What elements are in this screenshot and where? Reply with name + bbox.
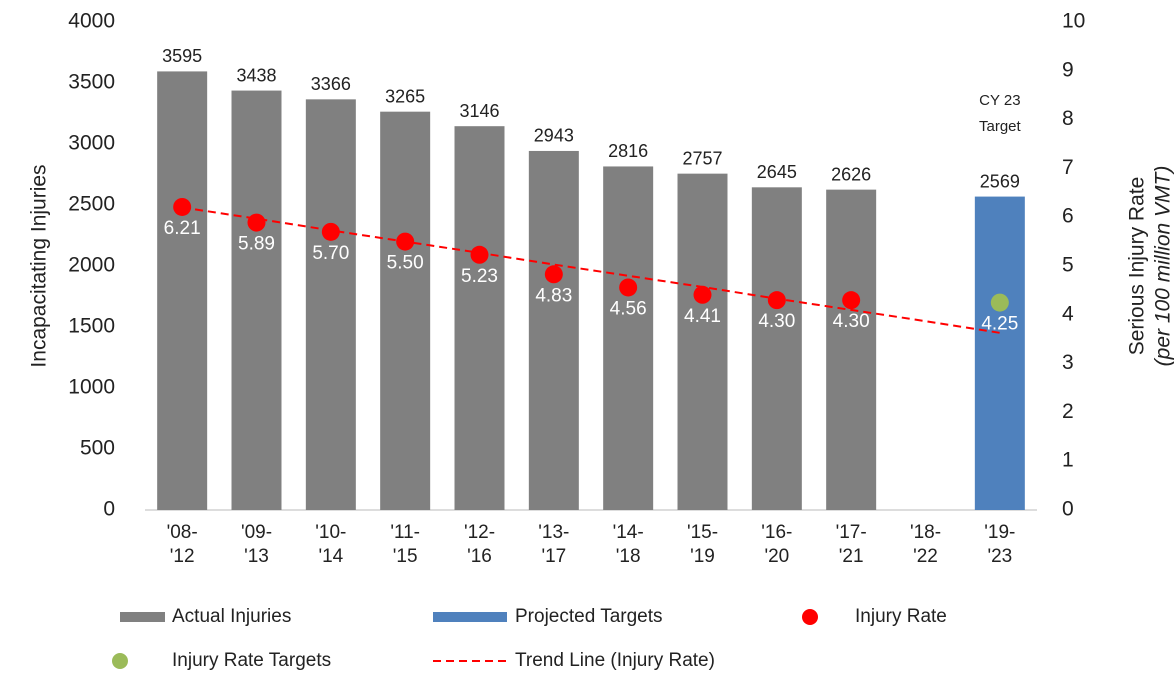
y2-axis-label: Serious Injury Rate xyxy=(1126,177,1149,356)
bar-value-label: 3146 xyxy=(459,101,499,121)
y2-tick-label: 7 xyxy=(1062,156,1074,179)
rate-value-label: 4.25 xyxy=(981,314,1018,335)
legend-swatch xyxy=(120,612,165,622)
legend-label: Injury Rate xyxy=(855,606,947,627)
y-tick-label: 1000 xyxy=(68,376,115,399)
x-tick-label: '09- '13 xyxy=(240,522,273,567)
y-tick-label: 2500 xyxy=(68,193,115,216)
y2-tick-label: 0 xyxy=(1062,498,1074,521)
x-tick-label: '12- '16 xyxy=(463,522,496,567)
rate-point xyxy=(544,265,563,284)
rate-point xyxy=(842,291,861,310)
x-tick-label: '15- '19 xyxy=(686,522,719,567)
bar-value-label: 3265 xyxy=(385,86,425,106)
bar-value-label: 3595 xyxy=(162,46,202,66)
y2-tick-label: 6 xyxy=(1062,205,1074,228)
legend-swatch xyxy=(433,612,507,622)
rate-point xyxy=(619,278,638,297)
x-tick-label: '08- '12 xyxy=(166,522,198,567)
bar xyxy=(528,150,579,511)
y2-tick-label: 9 xyxy=(1062,58,1074,81)
rate-point xyxy=(321,222,340,241)
bar xyxy=(826,189,877,511)
legend-label: Actual Injuries xyxy=(172,606,291,627)
y2-tick-label: 8 xyxy=(1062,107,1074,130)
y-tick-label: 0 xyxy=(103,498,115,521)
bar xyxy=(677,173,728,510)
x-tick-label: '13- '17 xyxy=(538,522,570,567)
legend-label: Injury Rate Targets xyxy=(172,650,331,671)
legend-label: Trend Line (Injury Rate) xyxy=(515,650,715,671)
bar xyxy=(751,187,802,510)
legend-swatch xyxy=(802,609,818,625)
y2-axis-sublabel: (per 100 million VMT) xyxy=(1152,166,1175,367)
x-tick-label: '19- '23 xyxy=(984,522,1016,567)
x-tick-label: '16- '20 xyxy=(761,522,793,567)
x-tick-label: '14- '18 xyxy=(612,522,644,567)
y2-tick-label: 3 xyxy=(1062,351,1074,374)
legend-swatch xyxy=(112,653,128,669)
rate-value-label: 5.50 xyxy=(387,253,424,274)
rate-value-label: 4.30 xyxy=(833,311,870,332)
y-tick-label: 3000 xyxy=(68,132,115,155)
x-tick-label: '11- '15 xyxy=(390,522,420,567)
bar-value-label: 3366 xyxy=(311,74,351,94)
y-tick-label: 2000 xyxy=(68,254,115,277)
rate-value-label: 4.83 xyxy=(535,285,572,306)
y-tick-label: 1500 xyxy=(68,315,115,338)
bar-value-label: 2816 xyxy=(608,141,648,161)
bar-value-label: 2626 xyxy=(831,164,871,184)
rate-value-label: 5.70 xyxy=(312,243,349,264)
y2-tick-label: 2 xyxy=(1062,400,1074,423)
y-axis-label: Incapacitating Injuries xyxy=(28,164,51,367)
bar xyxy=(974,196,1025,510)
rate-value-label: 4.41 xyxy=(684,306,721,327)
annotation: CY 23 Target xyxy=(978,92,1021,135)
rate-value-label: 4.56 xyxy=(610,298,647,319)
bar-value-label: 2943 xyxy=(534,126,574,146)
y2-tick-label: 4 xyxy=(1062,302,1074,325)
bar-value-label: 3438 xyxy=(236,65,276,85)
bar xyxy=(231,90,282,511)
x-tick-label: '10- '14 xyxy=(315,522,347,567)
rate-point xyxy=(396,232,415,251)
bar xyxy=(380,111,431,511)
rate-point xyxy=(247,213,266,232)
y-tick-label: 4000 xyxy=(68,10,115,33)
bar xyxy=(157,71,208,510)
rate-point xyxy=(767,291,786,310)
legend-label: Projected Targets xyxy=(515,606,663,627)
rate-value-label: 5.23 xyxy=(461,266,498,287)
y2-tick-label: 10 xyxy=(1062,10,1085,33)
bar-value-label: 2645 xyxy=(757,162,797,182)
y-tick-label: 500 xyxy=(80,437,115,460)
bar-value-label: 2569 xyxy=(980,171,1020,191)
rate-point xyxy=(470,245,489,264)
rate-point xyxy=(990,293,1009,312)
x-tick-label: '18- '22 xyxy=(909,522,942,567)
x-tick-label: '17- '21 xyxy=(835,522,867,567)
rate-value-label: 6.21 xyxy=(164,218,201,239)
bar xyxy=(603,166,654,510)
y2-tick-label: 5 xyxy=(1062,254,1074,277)
y2-tick-label: 1 xyxy=(1062,449,1074,472)
rate-point xyxy=(693,285,712,304)
bar-value-label: 2757 xyxy=(682,148,722,168)
rate-value-label: 5.89 xyxy=(238,234,275,255)
bar xyxy=(305,99,356,511)
trend-line xyxy=(182,206,1000,334)
rate-point xyxy=(173,197,192,216)
rate-value-label: 4.30 xyxy=(758,311,795,332)
bar xyxy=(454,126,505,511)
y-tick-label: 3500 xyxy=(68,71,115,94)
